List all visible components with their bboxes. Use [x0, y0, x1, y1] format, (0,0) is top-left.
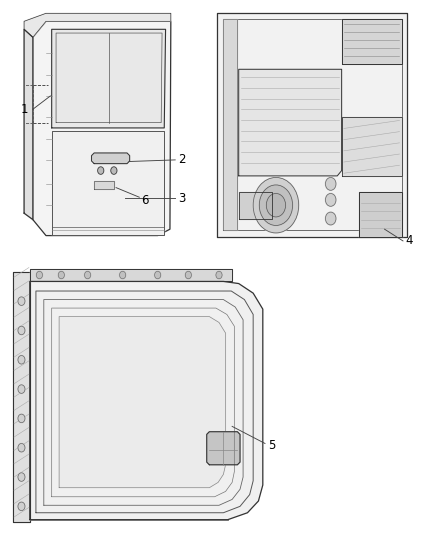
Circle shape: [58, 271, 64, 279]
Polygon shape: [24, 13, 171, 37]
Circle shape: [18, 443, 25, 452]
Text: 2: 2: [178, 154, 186, 166]
Circle shape: [98, 167, 104, 174]
Polygon shape: [92, 153, 130, 164]
Polygon shape: [239, 69, 342, 176]
Polygon shape: [223, 19, 237, 230]
Polygon shape: [13, 272, 30, 522]
Polygon shape: [359, 192, 402, 237]
Polygon shape: [207, 432, 240, 465]
Circle shape: [120, 271, 126, 279]
Circle shape: [259, 185, 293, 225]
Polygon shape: [94, 181, 114, 189]
Polygon shape: [239, 192, 272, 219]
Circle shape: [18, 414, 25, 423]
Circle shape: [325, 212, 336, 225]
Polygon shape: [24, 29, 33, 220]
Polygon shape: [342, 117, 402, 176]
Circle shape: [216, 271, 222, 279]
Circle shape: [18, 502, 25, 511]
Circle shape: [18, 356, 25, 364]
Polygon shape: [30, 281, 263, 520]
Polygon shape: [33, 21, 171, 236]
Polygon shape: [59, 317, 226, 488]
Circle shape: [18, 473, 25, 481]
Circle shape: [85, 271, 91, 279]
Circle shape: [325, 177, 336, 190]
Circle shape: [36, 271, 42, 279]
Circle shape: [185, 271, 191, 279]
Circle shape: [18, 326, 25, 335]
Polygon shape: [52, 131, 164, 235]
Circle shape: [155, 271, 161, 279]
Text: 5: 5: [268, 439, 275, 451]
Circle shape: [325, 193, 336, 206]
Polygon shape: [217, 13, 407, 237]
Circle shape: [253, 177, 299, 233]
Polygon shape: [30, 269, 232, 281]
Circle shape: [111, 167, 117, 174]
Polygon shape: [52, 29, 166, 128]
Text: 6: 6: [141, 195, 148, 207]
Circle shape: [18, 385, 25, 393]
Text: 3: 3: [178, 192, 185, 205]
Circle shape: [266, 193, 286, 217]
Text: 4: 4: [406, 235, 413, 247]
Circle shape: [18, 297, 25, 305]
Text: 1: 1: [20, 103, 28, 116]
Polygon shape: [342, 19, 402, 64]
